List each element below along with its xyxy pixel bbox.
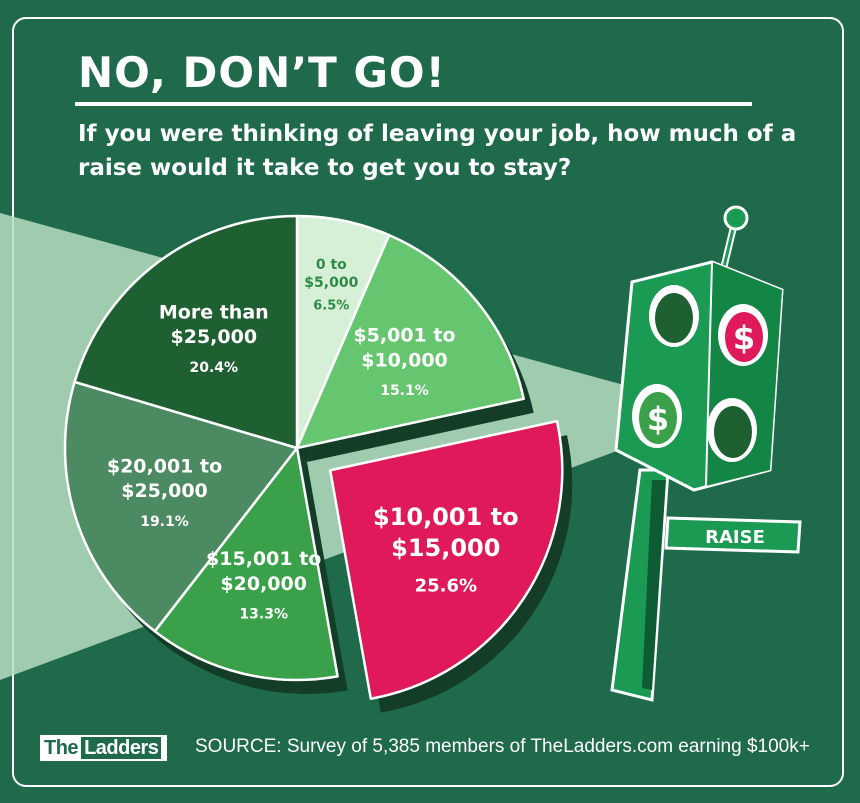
title-underline [75, 102, 752, 106]
logo-prefix: The [44, 737, 79, 759]
theladders-logo: The Ladders [40, 735, 168, 761]
traffic-light-antenna [718, 205, 749, 276]
pie-slice-category-label: $10,000 [361, 349, 448, 371]
pie-slices [63, 214, 564, 700]
pie-slice-5 [73, 214, 299, 450]
pie-slice-category-label: $5,000 [304, 275, 358, 291]
pie-slice-value-label: 19.1% [140, 514, 189, 530]
signal-lamp-bottom-right [707, 398, 757, 462]
traffic-light-housing [614, 260, 784, 492]
signal-lamp-bottom-left-dollar: $ [632, 384, 682, 448]
pie-slice-category-label: $25,000 [121, 480, 208, 502]
pie-slice-category-label: $15,000 [391, 534, 500, 562]
dollar-icon: $ [647, 400, 669, 438]
source-note: SOURCE: Survey of 5,385 members of TheLa… [195, 736, 810, 757]
pie-slice-category-label: More than [159, 301, 269, 323]
pie-slice-category-label: $25,000 [171, 326, 258, 348]
pie-slice-2 [328, 419, 564, 700]
page-title: NO, DON’T GO! [78, 48, 446, 97]
survey-question: If you were thinking of leaving your job… [78, 121, 797, 181]
pie-labels: 0 to $5,000 6.5% $5,001 to$10,000 15.1% $10,0… [107, 257, 519, 623]
pie-slice-value-label: 15.1% [380, 383, 429, 399]
pie-slice-value-label: 25.6% [415, 575, 477, 596]
pie-slice-value-label: 6.5% [313, 298, 349, 313]
pie-slice-3 [153, 446, 339, 682]
signal-lamp-top-right-dollar: $ [718, 304, 768, 366]
dollar-icon: $ [733, 319, 755, 357]
raise-sign-label: RAISE [705, 527, 765, 548]
traffic-light-pole [610, 468, 670, 702]
pie-slice-category-label: $10,001 to [373, 503, 519, 531]
pie-slice-category-label: 0 to [316, 257, 347, 273]
signal-lamp-top-left [649, 285, 699, 347]
pie-slice-category-label: $5,001 to [353, 325, 455, 347]
pie-slice-category-label: $20,000 [220, 573, 307, 595]
pie-slice-category-label: $20,001 to [107, 456, 222, 478]
raise-sign: RAISE [664, 516, 802, 554]
pie-slice-category-label: $15,001 to [206, 548, 321, 570]
pie-slice-1 [295, 233, 525, 450]
pie-slice-value-label: 13.3% [239, 607, 288, 623]
logo-name: Ladders [81, 737, 162, 759]
pie-slice-4 [63, 380, 299, 633]
pie-slice-value-label: 20.4% [190, 360, 239, 376]
traffic-light: RAISE $ $ [610, 205, 802, 702]
